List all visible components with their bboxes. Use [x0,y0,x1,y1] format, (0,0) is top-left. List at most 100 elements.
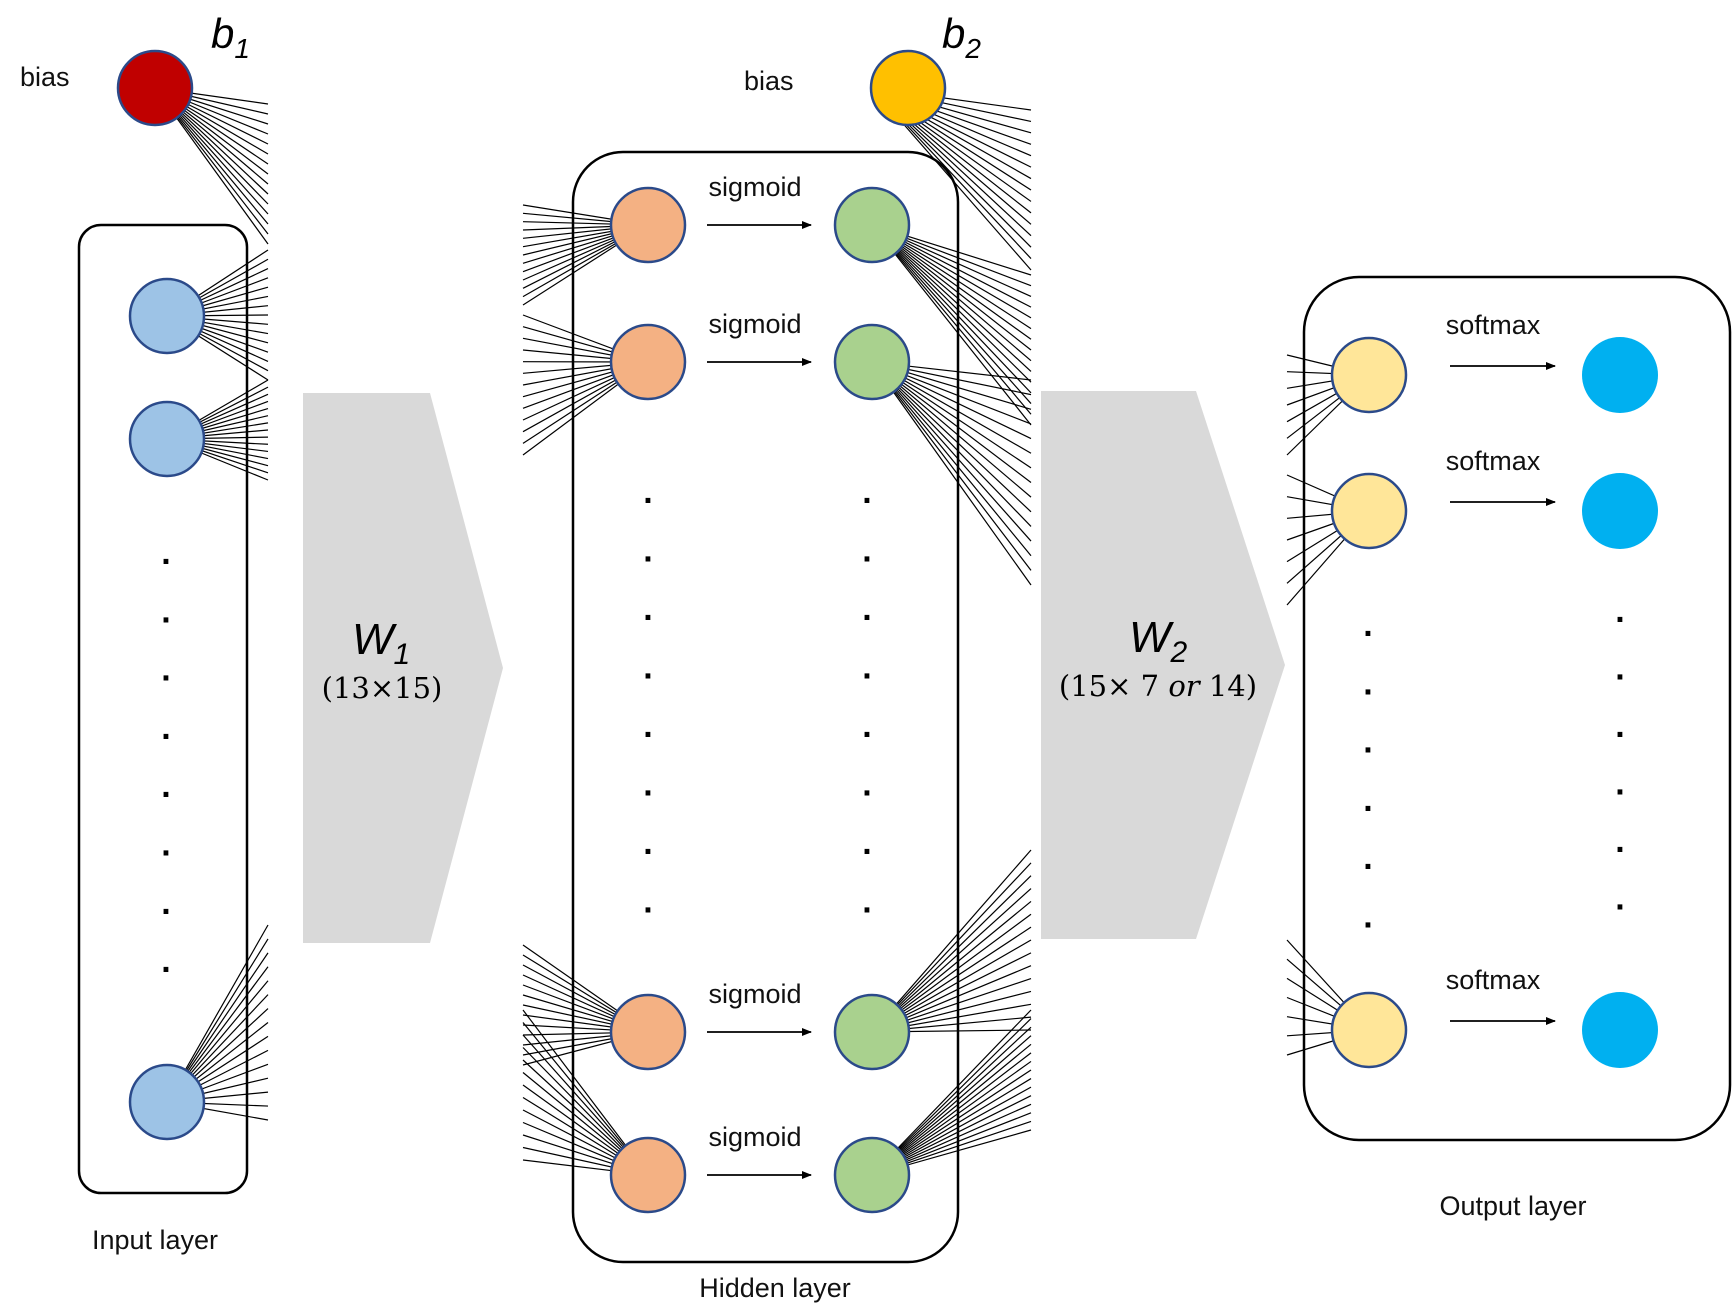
hidden-pre-node-1 [609,186,687,264]
input-node-1 [128,277,206,355]
output-pre-node-3 [1330,991,1408,1069]
hidden-pre-node-2 [609,323,687,401]
hidden-post-ellipsis-dot: . [862,649,871,687]
softmax-label: softmax [1446,310,1541,340]
sigmoid-label: sigmoid [708,979,801,1009]
edge [871,849,1032,1033]
b1-base: b [211,10,234,57]
activation-arrows [707,221,1556,1179]
input-layer-label: Input layer [92,1225,218,1255]
hidden-pre-ellipsis-dot: . [643,590,652,628]
sigmoid-label: sigmoid [708,309,801,339]
edge [871,224,1032,394]
edge [871,361,1032,542]
ellipsis-dots: .................................... [161,473,1624,980]
bias1-node [116,49,194,127]
output-pre-ellipsis-dot: . [1363,781,1372,819]
b1-subscript: 1 [234,33,250,64]
output-pre-ellipsis-dot: . [1363,664,1372,702]
w2-symbol: W2 [1129,613,1188,669]
edge [871,862,1032,1033]
w2-dims-post: 14) [1200,669,1257,703]
bias2-node [869,49,947,127]
w2-base: W [1129,613,1174,662]
hidden-post-node-3 [833,993,911,1071]
w2-dims-pre: (15× 7 [1059,669,1168,703]
output-pre-ellipsis-dot: . [1363,723,1372,761]
output-layer-label: Output layer [1439,1191,1586,1221]
hidden-post-node-2 [833,323,911,401]
hidden-pre-ellipsis-dot: . [643,883,652,921]
output-layer-box [1302,275,1732,1142]
hidden-post-ellipsis-dot: . [862,766,871,804]
output-pre-ellipsis-dot: . [1363,898,1372,936]
output-post-node-1 [1582,337,1658,413]
edge [871,361,1032,571]
input-node-2 [128,400,206,478]
w1-subscript: 1 [394,638,411,671]
activation-labels: sigmoid sigmoid sigmoid sigmoid softmax softm… [708,172,1540,1152]
b2-base: b [942,10,965,57]
w2-dims: (15× 7 or 14) [1059,669,1257,703]
w1-symbol: W1 [352,615,410,671]
nodes [116,49,1658,1214]
edge [871,361,1032,586]
w1-arrow-block [303,393,503,943]
output-post-ellipsis-dot: . [1615,765,1624,803]
sigmoid-label: sigmoid [708,1122,801,1152]
hidden-pre-node-3 [609,993,687,1071]
hidden-post-ellipsis-dot: . [862,532,871,570]
hidden-post-ellipsis-dot: . [862,473,871,511]
input-node-3 [128,1063,206,1141]
edge [871,224,1032,415]
hidden-post-ellipsis-dot: . [862,590,871,628]
hidden-layer-label: Hidden layer [699,1273,851,1303]
output-pre-ellipsis-dot: . [1363,606,1372,644]
softmax-label: softmax [1446,965,1541,995]
output-post-node-3 [1582,992,1658,1068]
output-post-ellipsis-dot: . [1615,822,1624,860]
output-post-node-2 [1582,473,1658,549]
output-post-ellipsis-dot: . [1615,880,1624,918]
w1-dims: (13×15) [322,671,443,705]
hidden-post-node-4 [833,1136,911,1214]
softmax-label: softmax [1446,446,1541,476]
bias2-label: bias [744,66,794,96]
hidden-layer-box [571,150,960,1264]
bias1-label: bias [20,62,70,92]
w2-arrow-block [1041,391,1285,939]
sigmoid-label: sigmoid [708,172,801,202]
edge [871,224,1032,404]
b1-symbol: b1 [211,10,250,64]
edge [871,224,1032,426]
w2-subscript: 2 [1170,636,1188,669]
b2-symbol: b2 [942,10,981,64]
input-ellipsis-dot: . [161,767,170,805]
hidden-post-ellipsis-dot: . [862,707,871,745]
hidden-post-ellipsis-dot: . [862,883,871,921]
input-ellipsis-dot: . [161,826,170,864]
output-pre-node-2 [1330,472,1408,550]
input-ellipsis-dot: . [161,651,170,689]
hidden-pre-ellipsis-dot: . [643,707,652,745]
hidden-pre-ellipsis-dot: . [643,532,652,570]
hidden-pre-ellipsis-dot: . [643,824,652,862]
output-post-ellipsis-dot: . [1615,650,1624,688]
output-pre-node-1 [1330,336,1408,414]
hidden-pre-ellipsis-dot: . [643,473,652,511]
hidden-post-ellipsis-dot: . [862,824,871,862]
hidden-post-node-1 [833,186,911,264]
output-post-ellipsis-dot: . [1615,707,1624,745]
hidden-pre-ellipsis-dot: . [643,649,652,687]
input-ellipsis-dot: . [161,884,170,922]
input-ellipsis-dot: . [161,592,170,630]
w1-base: W [352,615,397,664]
input-ellipsis-dot: . [161,942,170,980]
input-ellipsis-dot: . [161,534,170,572]
edge [871,361,1032,557]
hidden-pre-node-4 [609,1136,687,1214]
output-pre-ellipsis-dot: . [1363,839,1372,877]
hidden-pre-ellipsis-dot: . [643,766,652,804]
w2-dims-or: or [1168,669,1201,703]
